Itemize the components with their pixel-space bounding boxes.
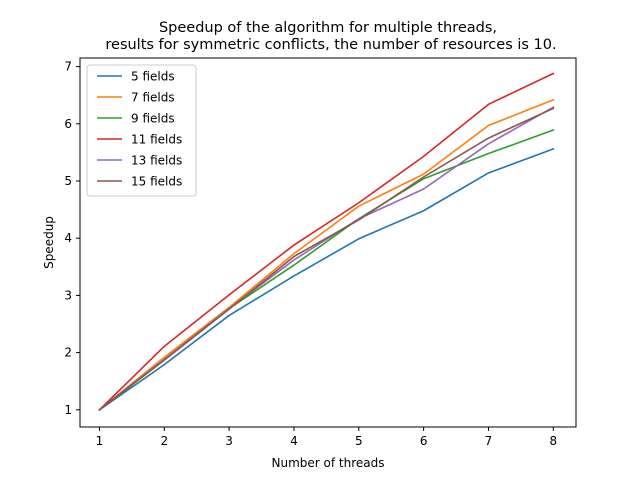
y-tick-label: 5	[64, 174, 72, 188]
x-tick-label: 2	[160, 434, 168, 448]
series-line-15-fields	[98, 107, 555, 411]
chart-title-line-1: Speedup of the algorithm for multiple th…	[159, 20, 497, 36]
y-axis-title: Speedup	[42, 216, 56, 269]
y-tick-label: 6	[64, 117, 72, 131]
legend-label: 11 fields	[131, 133, 182, 147]
series-line-7-fields	[98, 98, 555, 411]
x-tick-label: 5	[355, 434, 363, 448]
y-tick-label: 4	[64, 231, 72, 245]
legend-label: 5 fields	[131, 70, 175, 84]
legend-label: 9 fields	[131, 112, 175, 126]
series-line-5-fields	[98, 147, 555, 411]
x-tick-label: 7	[485, 434, 493, 448]
x-tick-label: 6	[420, 434, 428, 448]
x-tick-label: 4	[290, 434, 298, 448]
y-tick-label: 3	[64, 288, 72, 302]
y-tick-label: 7	[64, 60, 72, 74]
x-tick-label: 8	[549, 434, 557, 448]
legend-label: 13 fields	[131, 154, 182, 168]
axis-ticks: 1 2 3 4 5 6 7 8 1 2 3 4 5 6 7	[64, 60, 557, 448]
x-tick-label: 1	[96, 434, 104, 448]
legend-label: 15 fields	[131, 175, 182, 189]
x-axis-title: Number of threads	[272, 456, 385, 470]
legend: 5 fields 7 fields 9 fields 11 fields 13 fiel…	[86, 64, 197, 197]
y-tick-label: 2	[64, 346, 72, 360]
series-line-11-fields	[98, 72, 555, 411]
legend-label: 7 fields	[131, 91, 175, 105]
y-tick-label: 1	[64, 403, 72, 417]
chart-title-line-2: results for symmetric conflicts, the num…	[105, 37, 556, 53]
series-lines	[98, 72, 555, 411]
x-tick-label: 3	[225, 434, 233, 448]
plot-frame	[79, 57, 577, 428]
